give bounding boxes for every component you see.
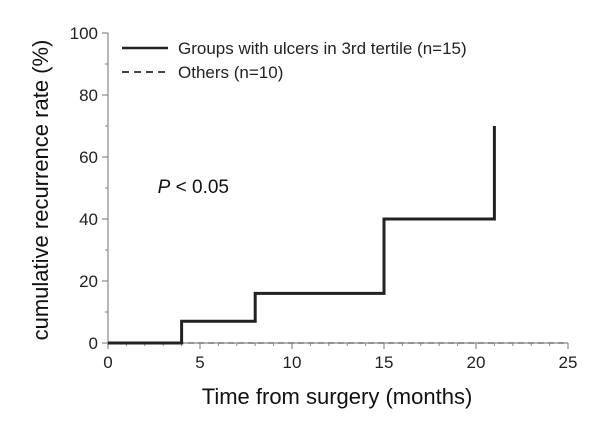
y-tick-label: 60 (79, 148, 98, 167)
series-line-1 (108, 126, 496, 345)
legend-label-series-1: Groups with ulcers in 3rd tertile (n=15) (178, 39, 467, 58)
x-tick-label: 25 (559, 353, 578, 372)
x-tick-label: 5 (195, 353, 204, 372)
x-ticks: 0 5 10 15 20 25 (103, 343, 577, 372)
legend: Groups with ulcers in 3rd tertile (n=15)… (122, 39, 467, 82)
series-layer (108, 126, 568, 345)
y-ticks: 0 20 40 60 80 100 (70, 24, 108, 353)
y-tick-label: 100 (70, 24, 98, 43)
x-tick-label: 0 (103, 353, 112, 372)
x-tick-label: 15 (375, 353, 394, 372)
y-tick-label: 80 (79, 86, 98, 105)
p-value-text: < 0.05 (170, 177, 229, 198)
y-axis-title: cumulative recurrence rate (%) (28, 40, 53, 341)
x-tick-label: 20 (467, 353, 486, 372)
y-tick-label: 0 (89, 334, 98, 353)
annotation-layer: P < 0.05 (158, 177, 229, 198)
y-tick-label: 40 (79, 210, 98, 229)
legend-label-series-2: Others (n=10) (178, 63, 283, 82)
y-tick-label: 20 (79, 272, 98, 291)
plot-area: 0 20 40 60 80 100 0 5 10 15 20 25 (70, 24, 578, 372)
p-symbol: P (158, 177, 171, 198)
p-value-annotation: P < 0.05 (158, 177, 229, 198)
x-tick-label: 10 (283, 353, 302, 372)
x-axis-title: Time from surgery (months) (202, 384, 473, 409)
